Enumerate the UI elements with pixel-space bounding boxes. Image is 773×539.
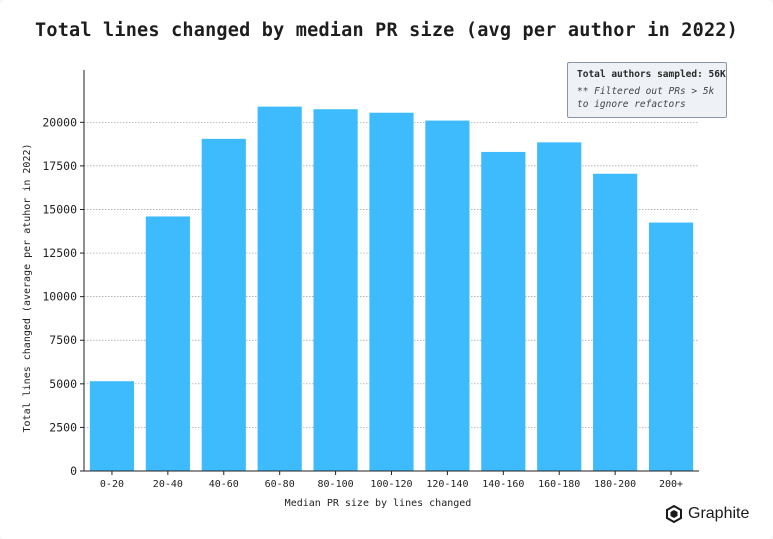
- x-tick-label: 80-100: [318, 479, 354, 490]
- x-tick-label: 180-200: [594, 479, 636, 490]
- x-tick-label: 200+: [659, 479, 683, 490]
- brand: Graphite: [666, 503, 749, 525]
- y-tick-label: 17500: [42, 159, 77, 173]
- bar-160-180: [537, 142, 582, 471]
- x-tick-label: 0-20: [100, 479, 124, 490]
- y-tick-label: 12500: [42, 246, 77, 260]
- x-tick-label: 40-60: [209, 479, 239, 490]
- bar-100-120: [369, 112, 414, 472]
- x-tick-label: 160-180: [538, 479, 580, 490]
- bars: [89, 106, 694, 472]
- y-tick-label: 0: [70, 464, 77, 478]
- x-tick-label: 140-160: [482, 479, 524, 490]
- y-tick-label: 20000: [42, 115, 77, 129]
- y-tick-label: 10000: [42, 290, 77, 304]
- x-tick-label: 20-40: [153, 479, 183, 490]
- bar-120-140: [425, 120, 470, 472]
- x-tick-label: 120-140: [426, 479, 468, 490]
- bar-200+: [648, 222, 694, 471]
- bar-80-100: [313, 109, 358, 471]
- y-axis-title: Total lines changed (average per atuhor …: [22, 144, 33, 433]
- y-tick-label: 7500: [49, 333, 77, 347]
- annotation-filter-reason: to ignore refactors: [577, 99, 686, 110]
- y-tick-label: 2500: [49, 420, 77, 434]
- x-tick-label: 60-80: [265, 479, 295, 490]
- y-tick-label: 5000: [49, 377, 77, 391]
- bar-140-160: [481, 151, 526, 471]
- bar-60-80: [257, 106, 302, 472]
- bar-20-40: [145, 216, 190, 471]
- brand-name: Graphite: [688, 505, 750, 522]
- annotation-box: Total authors sampled: 56K ** Filtered o…: [567, 62, 727, 118]
- bar-180-200: [593, 173, 638, 472]
- y-tick-label: 15000: [42, 202, 77, 216]
- y-tick-labels: 0 2500 5000 7500 10000 12500 15000 17500 20000: [42, 115, 84, 478]
- annotation-filter-note: ** Filtered out PRs > 5k: [577, 86, 715, 97]
- graphite-logo-icon: [666, 505, 682, 523]
- x-tick-labels: 0-20 20-40 40-60 60-80 80-100 100-120 120-140 1…: [100, 471, 683, 490]
- x-tick-label: 100-120: [370, 479, 412, 490]
- x-axis-title: Median PR size by lines changed: [285, 498, 472, 509]
- chart-title: Total lines changed by median PR size (a…: [35, 20, 738, 41]
- annotation-authors-sampled: Total authors sampled: 56K: [577, 69, 726, 80]
- bar-0-20: [89, 381, 135, 471]
- bar-40-60: [201, 138, 246, 472]
